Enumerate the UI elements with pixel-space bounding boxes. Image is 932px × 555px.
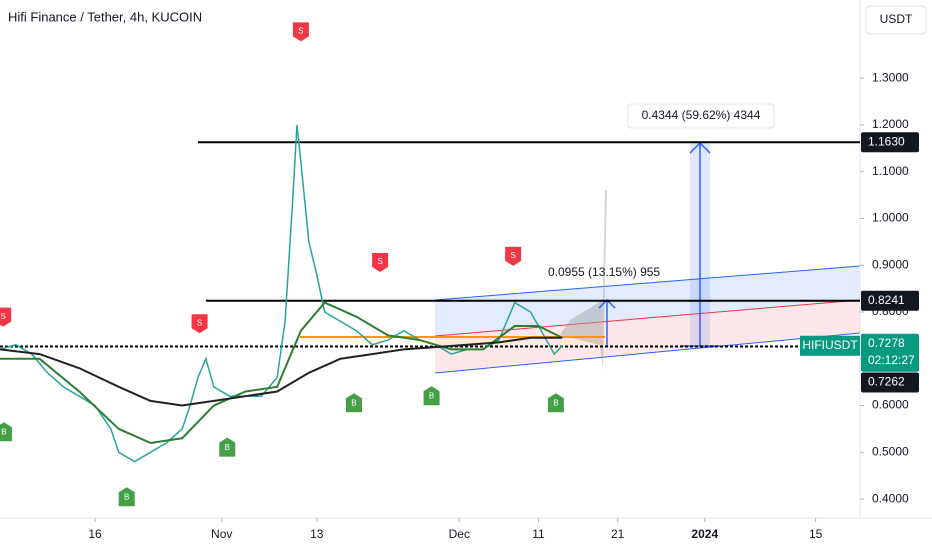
signal-shape <box>505 246 522 266</box>
level-label: 0.8241 <box>868 293 905 307</box>
signal: S <box>191 314 208 334</box>
annotation: 0.4344 (59.62%) 4344 <box>642 108 761 122</box>
level-tag <box>861 290 919 311</box>
signal-shape <box>547 393 564 413</box>
signal-shape <box>423 386 440 406</box>
signal-shape <box>0 422 12 442</box>
currency[interactable]: USDT <box>880 12 913 26</box>
signal-label: S <box>510 251 515 260</box>
price-tag <box>861 333 919 372</box>
signal-shape <box>345 393 362 413</box>
signal-shape <box>372 252 389 272</box>
countdown: 02:12:27 <box>868 353 915 367</box>
signal-label: B <box>225 443 230 452</box>
level-tag <box>861 132 919 153</box>
y-tick-label: 1.0000 <box>872 211 909 225</box>
y-tick-label: 0.4000 <box>872 491 909 505</box>
x-tick-label: 15 <box>809 527 823 541</box>
signal-label: B <box>124 492 129 501</box>
measure-tools <box>598 103 775 347</box>
level-label: 1.1630 <box>868 134 905 148</box>
level-tag <box>861 372 919 393</box>
signal-shape <box>219 437 236 457</box>
signal: S <box>372 252 389 272</box>
signal-label: B <box>351 398 356 407</box>
signal-label: B <box>1 427 6 436</box>
currency-box[interactable] <box>865 5 927 35</box>
y-tick-label: 0.6000 <box>872 398 909 412</box>
signal-shape <box>0 307 12 327</box>
x-tick-label: Dec <box>449 527 470 541</box>
x-tick-label: 2024 <box>691 527 718 541</box>
x-tick-label: Nov <box>211 527 232 541</box>
x-tick-label: 11 <box>532 527 545 541</box>
signal: S <box>505 246 522 266</box>
x-tick-label: 21 <box>611 527 625 541</box>
series-line <box>0 301 563 444</box>
signal-label: S <box>197 318 202 327</box>
signal: B <box>345 393 362 413</box>
signal-label: S <box>377 257 382 266</box>
y-tick-label: 1.1000 <box>872 164 909 178</box>
signal-label: S <box>298 26 303 35</box>
signal: S <box>292 22 309 42</box>
signal-shape <box>118 487 135 507</box>
y-tick-label: 1.3000 <box>872 70 909 84</box>
y-tick-label: 0.9000 <box>872 257 909 271</box>
level-label: 0.7262 <box>868 375 905 389</box>
signal-label: S <box>0 312 5 321</box>
symbol-tag <box>800 335 860 356</box>
signal-shape <box>191 314 208 334</box>
signal: B <box>423 386 440 406</box>
x-tick-label: 16 <box>88 527 102 541</box>
signal: B <box>547 393 564 413</box>
signal: B <box>0 422 12 442</box>
signal: S <box>0 307 12 327</box>
signal-label: B <box>429 391 434 400</box>
x-tick-label: 13 <box>310 527 324 541</box>
series-line <box>0 336 563 407</box>
signal: B <box>219 437 236 457</box>
signal-shape <box>292 22 309 42</box>
signal: B <box>118 487 135 507</box>
annotation: 0.0955 (13.15%) 955 <box>548 265 660 279</box>
y-tick-label: 1.2000 <box>872 117 909 131</box>
y-tick-label: 0.5000 <box>872 444 909 458</box>
signal-label: B <box>553 398 558 407</box>
chart-title: Hifi Finance / Tether, 4h, KUCOIN <box>8 9 202 24</box>
volume-profile <box>560 190 607 370</box>
symbol-label: HIFIUSDT <box>802 338 858 352</box>
price-label: 0.7278 <box>868 336 905 350</box>
